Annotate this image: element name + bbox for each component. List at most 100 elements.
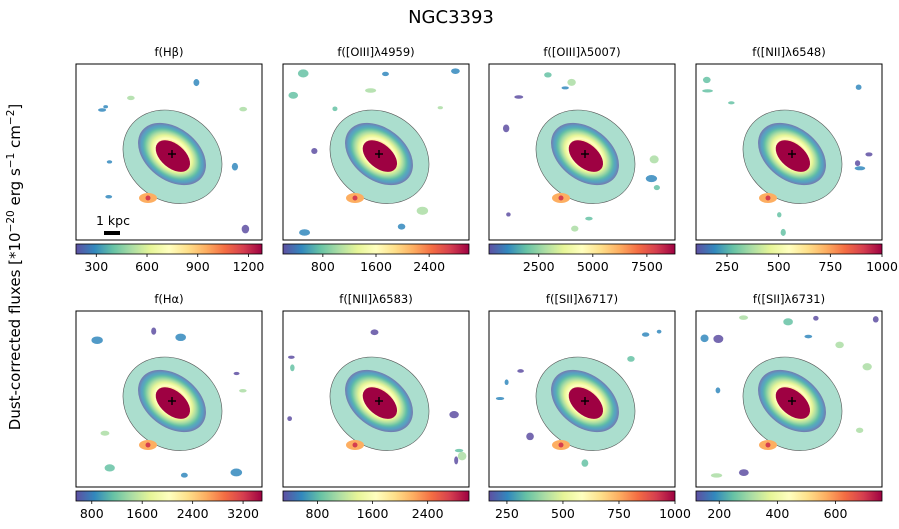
nucleus-marker <box>375 397 383 405</box>
colorbar-fill <box>282 490 470 502</box>
emission-blob <box>180 472 188 478</box>
colorbar-tick-label: 800 <box>306 506 330 521</box>
emission-blob <box>91 336 103 344</box>
figure-title: NGC3393 <box>408 7 494 28</box>
outer-contour <box>535 356 636 451</box>
ylabel-part-4: cm <box>6 125 24 153</box>
scalebar-label: 1 kpc <box>96 213 130 228</box>
panel-title: f([NII]λ6583) <box>339 292 412 306</box>
emission-blob <box>702 89 713 93</box>
colorbar-tick-label: 300 <box>84 259 108 274</box>
map-panel-4: f(Hα) 800 1600 2400 3200 <box>75 292 263 521</box>
colorbar-0: 300 600 900 1200 <box>75 243 264 274</box>
emission-blob <box>700 334 709 343</box>
nucleus-marker <box>788 397 796 405</box>
core-peak <box>155 387 191 419</box>
colorbar-fill <box>488 243 676 255</box>
map-panel-3: f([NII]λ6548) 250 500 750 1000 <box>695 45 898 274</box>
map-panel-6: f([SII]λ6717) 250 500 750 1000 <box>488 292 691 521</box>
colorbar-fill <box>488 490 676 502</box>
colorbar-tick-label: 3200 <box>227 506 259 521</box>
emission-blob <box>514 95 524 99</box>
colorbar-tick-label: 200 <box>707 506 731 521</box>
emission-blob <box>382 71 389 77</box>
emission-blob <box>581 459 589 467</box>
colorbar-tick-label: 2400 <box>177 506 209 521</box>
emission-blob <box>855 427 864 433</box>
colorbar-tick-label: 500 <box>551 506 575 521</box>
ylabel-exp-1: −20 <box>5 210 17 232</box>
outer-contour <box>122 109 223 204</box>
map-panel-2: f([OIII]λ5007) 2500 5000 7500 <box>488 45 676 274</box>
emission-blob <box>100 430 110 436</box>
ylabel-exp-5: −2 <box>5 110 17 125</box>
panel-title: f([OIII]λ4959) <box>337 45 414 59</box>
colorbar-5: 800 1600 2400 <box>282 490 470 521</box>
emission-blob <box>288 355 295 359</box>
core-peak <box>568 140 604 172</box>
emission-blob <box>710 473 723 478</box>
emission-blob <box>571 225 579 232</box>
emission-blob <box>365 88 377 93</box>
emission-blob <box>526 432 534 441</box>
emission-blob <box>645 175 658 183</box>
y-axis-label: Dust-corrected fluxes [*10−20 erg s−1 cm… <box>5 104 24 430</box>
emission-blob <box>311 148 318 154</box>
colorbar-tick-label: 1000 <box>866 259 898 274</box>
core-peak <box>568 387 604 419</box>
colorbar-tick-label: 1000 <box>659 506 691 521</box>
emission-blob <box>437 106 443 110</box>
nucleus-marker <box>168 150 176 158</box>
colorbar-tick-label: 400 <box>765 506 789 521</box>
knot-peak <box>352 195 358 201</box>
core-peak <box>775 387 811 419</box>
colorbar-tick-label: 1600 <box>357 506 389 521</box>
knot-peak <box>765 195 771 201</box>
colorbar-fill <box>695 490 883 502</box>
core-peak <box>362 387 398 419</box>
outer-contour <box>535 109 636 204</box>
emission-blob <box>103 105 109 109</box>
emission-blob <box>854 160 861 167</box>
emission-blob <box>649 155 659 164</box>
knot-peak <box>352 442 358 448</box>
knot-peak <box>765 442 771 448</box>
colorbar-tick-label: 800 <box>311 259 335 274</box>
nucleus-marker <box>581 150 589 158</box>
emission-blob <box>544 72 552 78</box>
emission-blob <box>297 69 309 78</box>
emission-blob <box>656 329 662 334</box>
emission-blob <box>416 206 429 215</box>
outer-contour <box>329 109 430 204</box>
colorbar-tick-label: 250 <box>715 259 739 274</box>
colorbar-tick-label: 800 <box>80 506 104 521</box>
emission-blob <box>454 456 459 465</box>
emission-blob <box>865 152 873 157</box>
emission-blob <box>457 451 467 461</box>
colorbar-fill <box>695 243 883 255</box>
emission-blob <box>239 389 247 393</box>
emission-blob <box>449 411 459 419</box>
emission-blob <box>502 124 510 133</box>
knot-peak <box>145 442 151 448</box>
colorbar-tick-label: 250 <box>495 506 519 521</box>
emission-blob <box>175 333 186 342</box>
emission-blob <box>567 78 576 86</box>
emission-blob <box>397 223 406 230</box>
emission-blob <box>872 316 879 323</box>
map-panel-0: f(Hβ) 1 kpc 300 600 900 1200 <box>75 45 264 274</box>
colorbar-tick-label: 750 <box>818 259 842 274</box>
emission-blob <box>862 363 872 371</box>
knot-peak <box>558 195 564 201</box>
colorbar-1: 800 1600 2400 <box>282 243 470 274</box>
colorbar-tick-label: 2400 <box>412 506 444 521</box>
emission-blob <box>739 315 749 320</box>
colorbar-tick-label: 7500 <box>631 259 663 274</box>
colorbar-fill <box>75 243 263 255</box>
emission-blob <box>738 469 749 476</box>
emission-blob <box>783 318 793 326</box>
map-panel-7: f([SII]λ6731) 200 400 600 <box>695 292 883 521</box>
colorbar-4: 800 1600 2400 3200 <box>75 490 263 521</box>
emission-blob <box>230 468 243 477</box>
emission-blob <box>854 166 866 171</box>
